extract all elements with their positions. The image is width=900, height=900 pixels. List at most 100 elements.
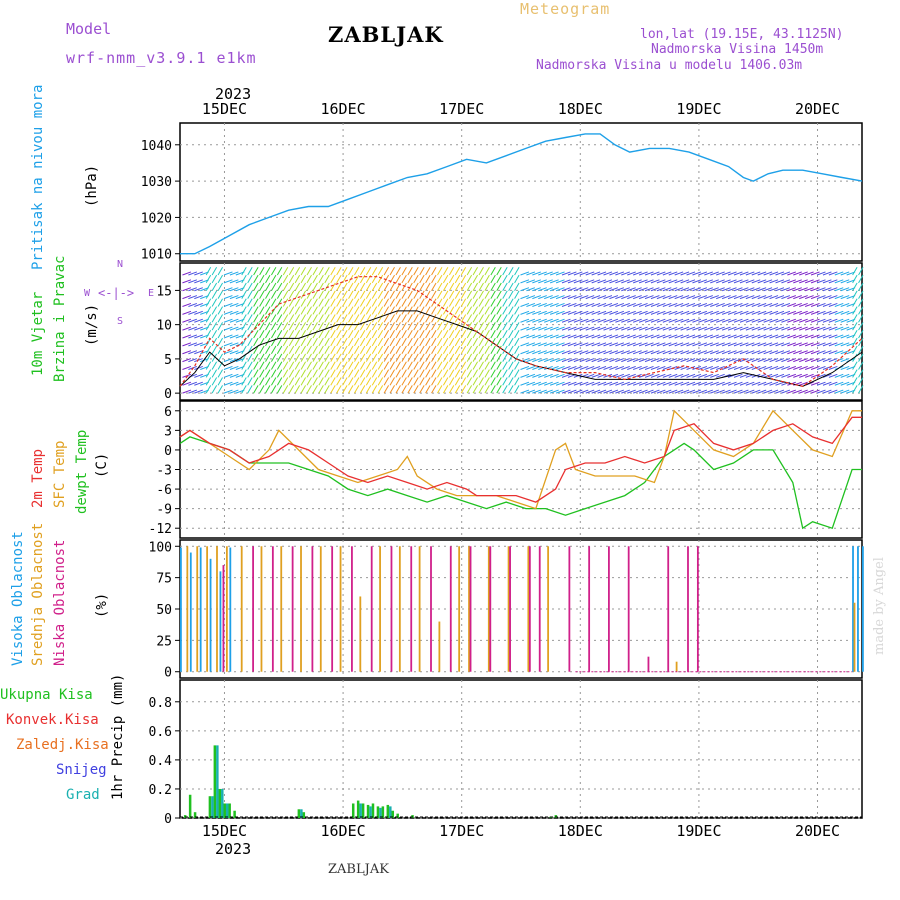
wind-barb	[324, 290, 330, 299]
wind-barb	[437, 322, 443, 331]
wind-barb	[781, 295, 791, 300]
y-tick-label: 75	[156, 572, 172, 587]
wind-barb	[781, 302, 791, 307]
wind-barb	[579, 365, 589, 370]
wind-barb	[775, 358, 785, 363]
wind-barb	[549, 287, 559, 292]
x-tick-label-top: 17DEC	[439, 100, 484, 118]
meteogram-title: Meteogram	[520, 0, 611, 18]
wind-barb	[270, 369, 277, 378]
wind-barb	[490, 369, 496, 378]
wind-barb	[484, 282, 490, 291]
wind-barb	[591, 389, 601, 394]
wind-barb	[472, 306, 478, 315]
wind-barb	[609, 279, 619, 284]
wind-barb	[223, 287, 233, 292]
wind-barb	[229, 279, 239, 284]
wind-barb	[383, 306, 390, 315]
wind-barb	[549, 334, 559, 339]
wind-barb	[721, 365, 731, 370]
wind-barb	[538, 334, 547, 339]
wind-barb	[680, 295, 690, 300]
wind-barb	[205, 345, 212, 355]
wind-barb	[294, 314, 301, 323]
wind-barb	[538, 310, 547, 315]
wind-barb	[668, 334, 678, 339]
wind-barb	[270, 361, 277, 370]
wind-barb	[763, 318, 773, 323]
wind-barb	[555, 350, 565, 355]
wind-barb	[763, 365, 773, 370]
cloud-bar-low	[528, 546, 531, 672]
wind-barb	[247, 353, 253, 362]
wind-barb	[223, 350, 233, 355]
wind-barb	[745, 334, 755, 339]
wind-barb	[727, 334, 737, 339]
wind-barb	[662, 302, 672, 307]
wind-barb	[454, 369, 461, 378]
wind-barb	[514, 337, 520, 347]
wind-barb	[276, 337, 283, 347]
wind-barb	[431, 290, 437, 299]
precip-bar-total	[351, 803, 355, 818]
wind-barb	[265, 369, 271, 378]
wind-barb	[478, 377, 484, 386]
year-bottom: 2023	[215, 840, 252, 858]
wind-barb	[276, 290, 283, 299]
wind-barb	[621, 279, 630, 284]
pressure-label: Pritisak na nivou mora	[30, 84, 46, 270]
wind-barb	[401, 377, 407, 386]
wind-barb	[425, 353, 431, 362]
wind-barb	[359, 385, 366, 394]
wind-barb	[638, 342, 648, 347]
wind-barb	[710, 271, 719, 276]
wind-barb	[793, 287, 802, 292]
wind-barb	[520, 342, 530, 347]
wind-barb	[579, 287, 589, 292]
wind-barb	[288, 345, 295, 355]
wind-barb	[544, 334, 553, 339]
wind-barb	[710, 334, 719, 339]
station-title: ZABLJAK	[328, 22, 444, 47]
wind-barb	[775, 302, 785, 307]
wind-barb	[834, 381, 844, 386]
model-label: Model	[66, 20, 112, 38]
wind-barb	[442, 385, 449, 394]
wind-barb	[573, 310, 583, 315]
wind-barb	[704, 342, 713, 347]
wind-barb	[270, 266, 277, 276]
wind-barb	[644, 310, 654, 315]
wind-barb	[633, 381, 642, 386]
wind-barb	[389, 369, 395, 378]
wind-barb	[828, 358, 838, 363]
wind-barb	[383, 377, 390, 386]
wind-barb	[828, 310, 838, 315]
wind-barb	[294, 282, 301, 291]
wind-barb	[342, 266, 348, 276]
legend-total-rain: Ukupna Kisa	[0, 687, 93, 703]
wind-barb	[615, 334, 625, 339]
wind-barb	[514, 266, 520, 276]
wind-barb	[668, 342, 678, 347]
wind-barb	[858, 361, 864, 370]
wind-barb	[342, 353, 348, 362]
wind-barb	[828, 302, 838, 307]
wind-barb	[478, 266, 484, 276]
wind-barb	[763, 342, 773, 347]
wind-barb	[739, 389, 749, 394]
wind-barb	[253, 314, 259, 323]
wind-barb	[840, 373, 850, 378]
wind-barb	[799, 381, 808, 386]
wind-barb	[520, 350, 530, 355]
wind-barb	[348, 345, 354, 355]
wind-barb	[448, 337, 455, 347]
wind-barb	[650, 295, 660, 300]
wind-barb	[609, 302, 619, 307]
wind-barb	[348, 361, 354, 370]
wind-barb	[188, 381, 198, 386]
temp-dew-label: dewpt Temp	[74, 429, 90, 514]
wind-barb	[810, 373, 820, 378]
y-tick-label: 6	[164, 405, 172, 420]
y-tick-label: 0.8	[149, 696, 172, 711]
wind-barb	[508, 266, 514, 276]
